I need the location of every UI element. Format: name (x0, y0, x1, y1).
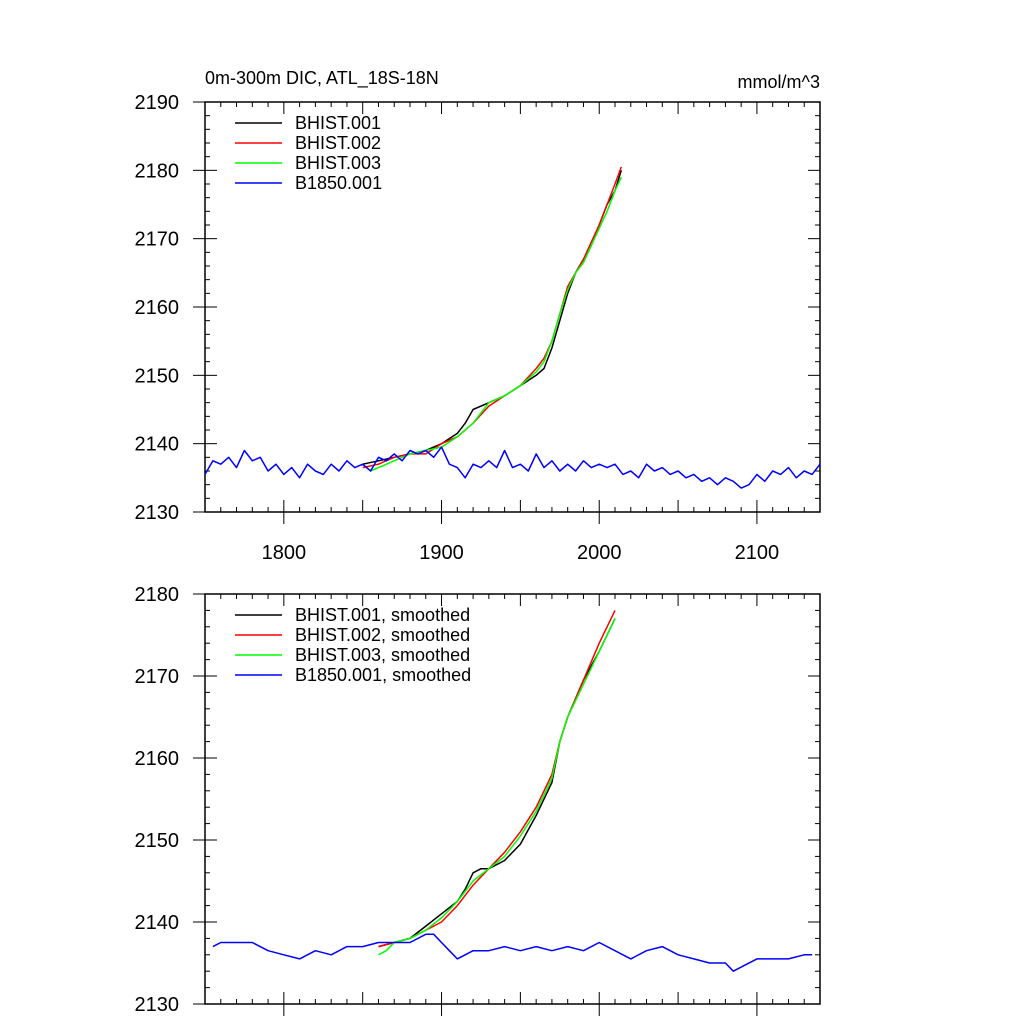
plot1-xtick-label: 1800 (262, 542, 307, 564)
plot1-ytick-label: 2150 (135, 365, 180, 387)
plot2-frame (204, 593, 821, 1005)
plot1-ytick-label: 2190 (135, 92, 180, 114)
plot2-legend-label-1: BHIST.001, smoothed (295, 605, 470, 625)
plot1-series-line-2 (362, 166, 623, 469)
plot1-series-line-4 (204, 446, 821, 489)
plot2-ytick-label: 2180 (135, 584, 180, 606)
plot1-legend-label-4: B1850.001 (295, 173, 382, 193)
plot2-legend-label-3: BHIST.003, smoothed (295, 645, 470, 665)
plot1-xtick-label: 1900 (419, 542, 464, 564)
plot1-series-line-1 (362, 170, 623, 465)
plot1-ytick-label: 2160 (135, 297, 180, 319)
plot1-xtick-label: 2100 (735, 542, 780, 564)
plot1-xtick-label: 2000 (577, 542, 622, 564)
plot1-ytick-label: 2140 (135, 434, 180, 456)
plot2-legend-label-4: B1850.001, smoothed (295, 665, 471, 685)
plot2-ytick-label: 2170 (135, 666, 180, 688)
plot2-ytick-label: 2130 (135, 994, 180, 1016)
plot2-ytick-label: 2140 (135, 912, 180, 934)
plot2-legend-label-2: BHIST.002, smoothed (295, 625, 470, 645)
plot2-series-line-3 (378, 618, 616, 956)
plot1-legend-label-3: BHIST.003 (295, 153, 381, 173)
plot1-series-line-3 (370, 176, 622, 472)
plot1-title: 0m-300m DIC, ATL_18S-18N (205, 68, 439, 89)
plot1-ytick-label: 2170 (135, 229, 180, 251)
plot2-ytick-label: 2160 (135, 748, 180, 770)
plot1-ytick-label: 2180 (135, 160, 180, 182)
plot1-legend-label-2: BHIST.002 (295, 133, 381, 153)
plot2-ytick-label: 2150 (135, 830, 180, 852)
plot1-legend-label-1: BHIST.001 (295, 113, 381, 133)
plot1-ytick-label: 2130 (135, 502, 180, 524)
plot1-units: mmol/m^3 (738, 72, 820, 92)
plot2-series-line-4 (212, 933, 813, 972)
